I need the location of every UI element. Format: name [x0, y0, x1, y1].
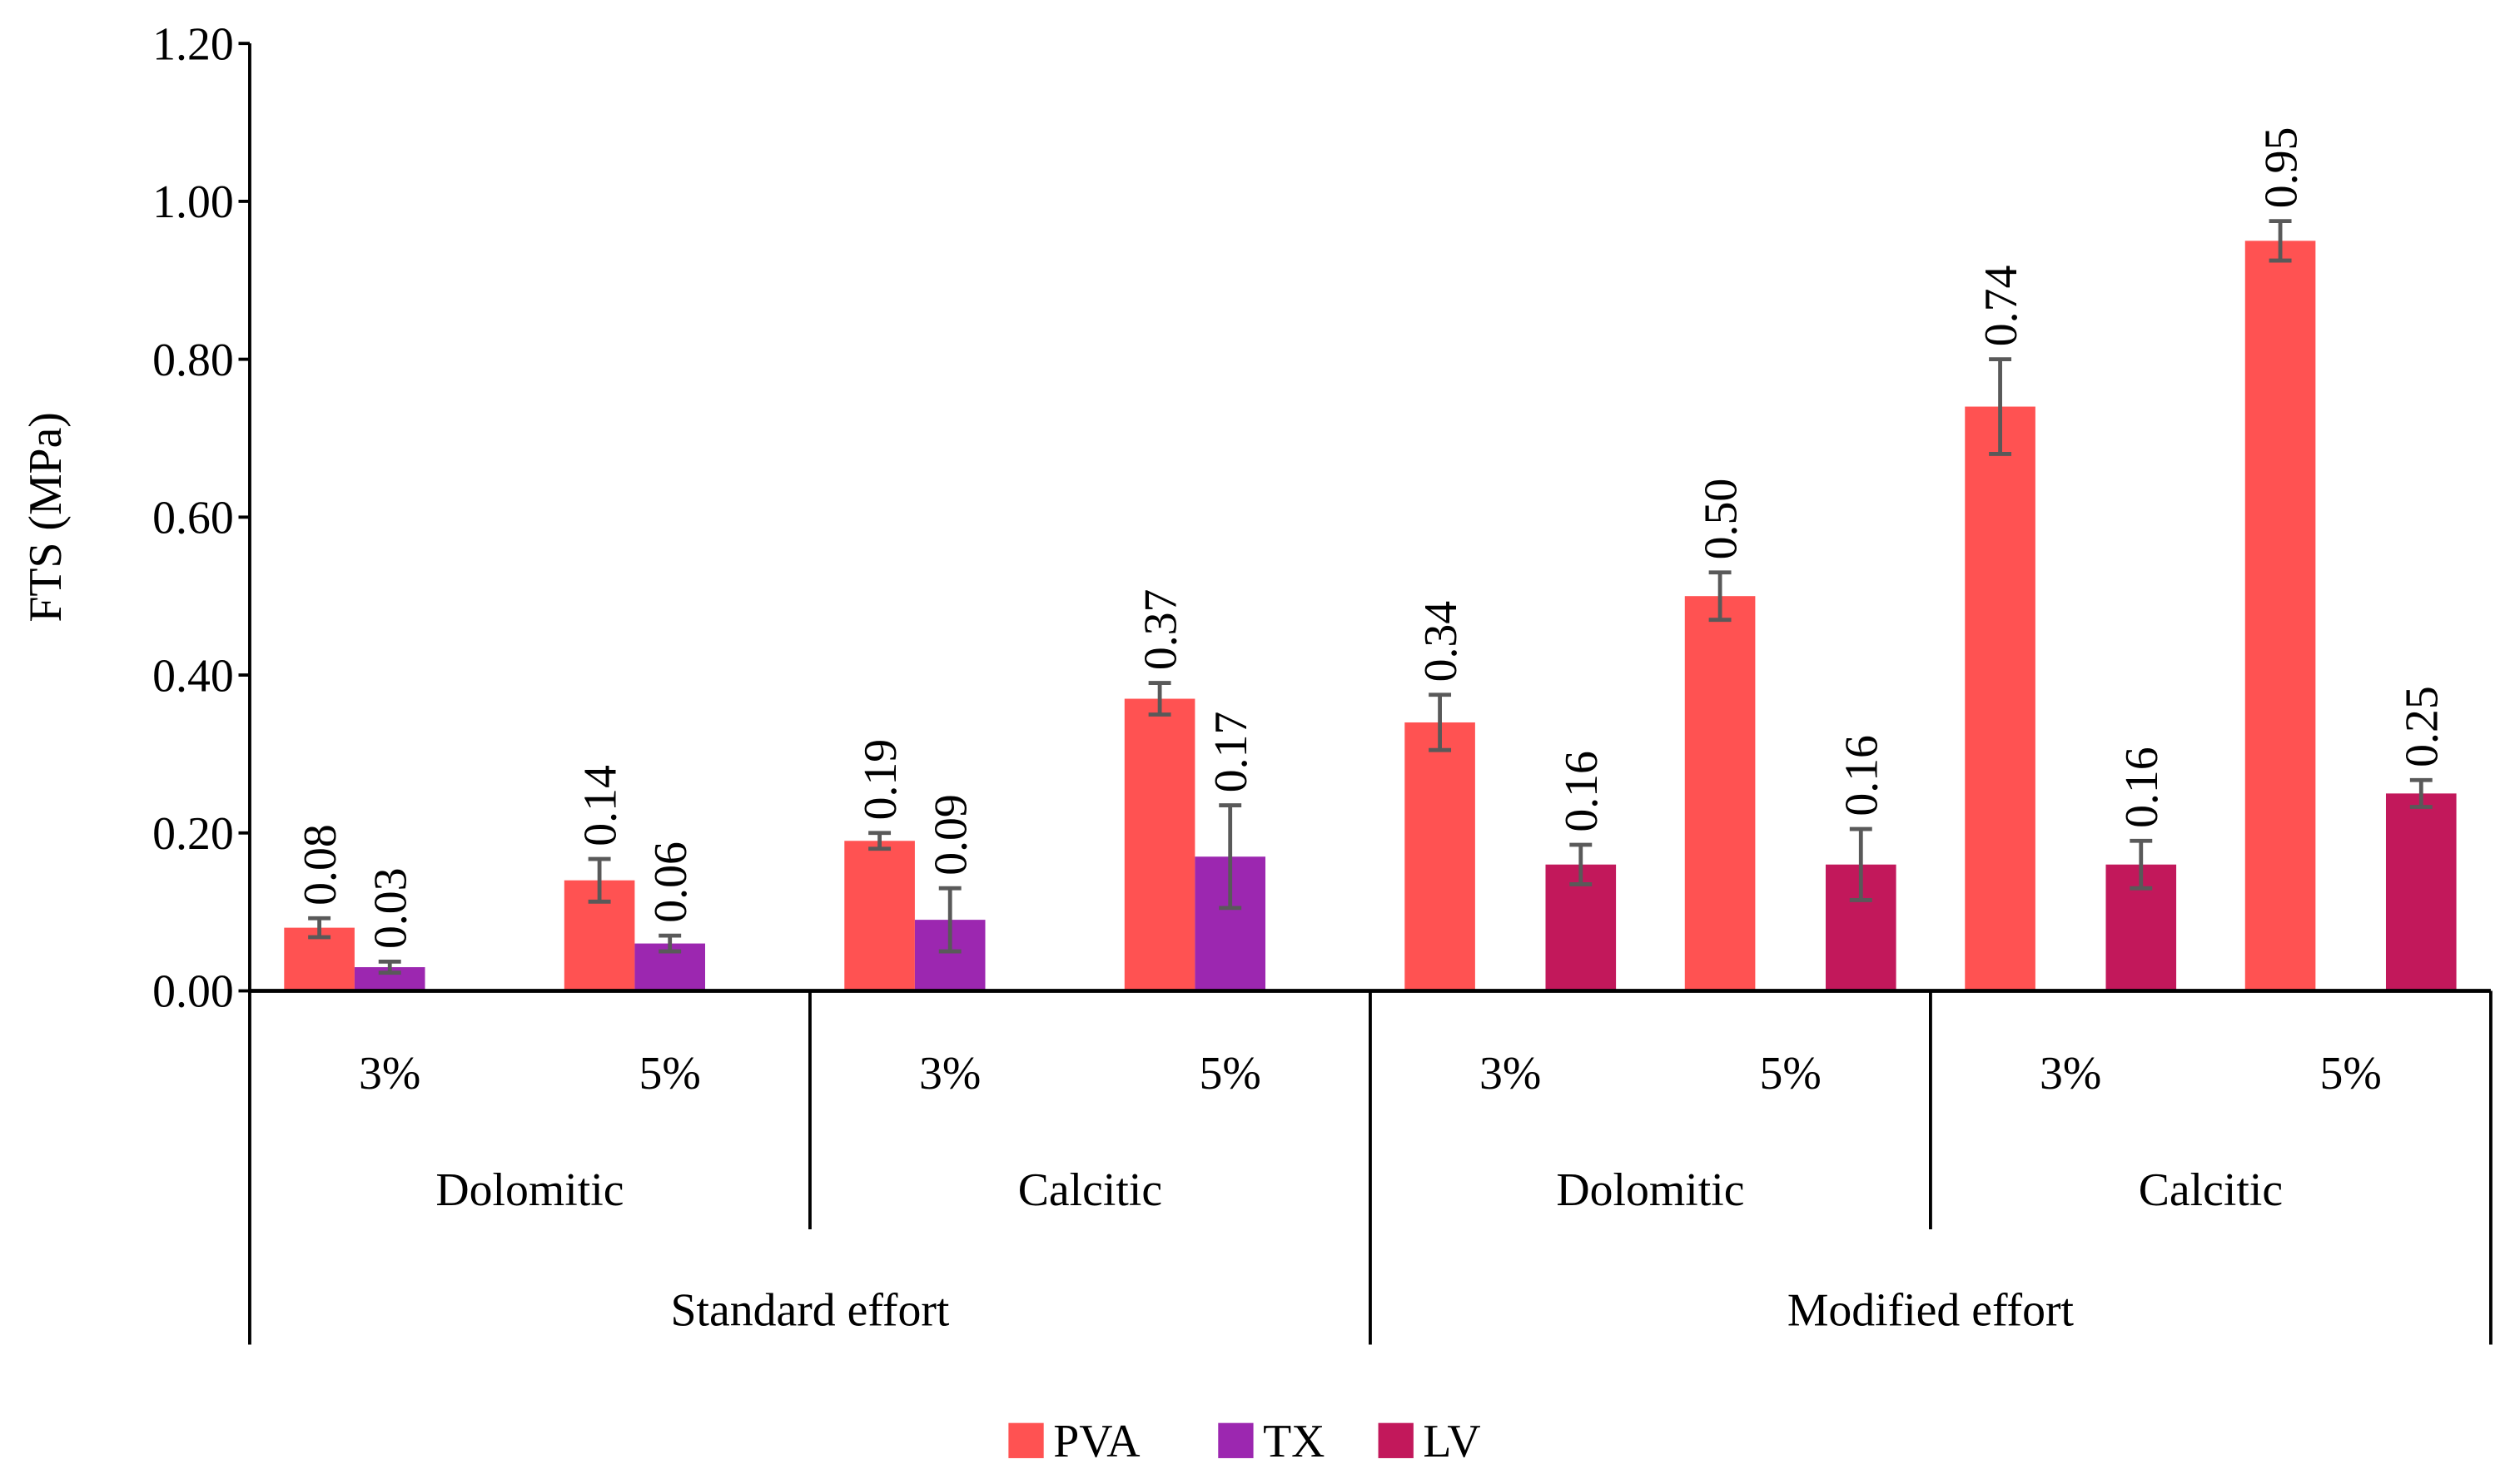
- error-bar: [1989, 357, 2012, 456]
- data-label: 0.16: [2116, 747, 2168, 828]
- legend-swatch: [1008, 1422, 1044, 1458]
- error-bar: [868, 831, 892, 851]
- x-tick-label-content: 3%: [359, 1048, 420, 1099]
- x-tick-label-effort: Modified effort: [1787, 1284, 2075, 1336]
- data-label: 0.16: [1556, 751, 1608, 832]
- data-label: 0.74: [1976, 266, 2027, 347]
- data-label: 0.34: [1415, 601, 1467, 682]
- bar-pva: [844, 841, 915, 991]
- x-tick-label-content: 5%: [2320, 1048, 2382, 1099]
- legend-item-lv: LV: [1378, 1416, 1481, 1467]
- error-bar: [378, 959, 401, 975]
- y-tick-label: 0.80: [152, 335, 234, 386]
- legend-label: PVA: [1053, 1416, 1140, 1467]
- legend: PVA TX LV: [1008, 1416, 1481, 1467]
- y-tick-label: 1.00: [152, 176, 234, 228]
- data-label: 0.50: [1695, 479, 1747, 560]
- bar-pva: [1965, 406, 2035, 991]
- y-axis-ticks: 0.00 0.20 0.40 0.60 0.80 1.00 1.20: [152, 18, 251, 1018]
- x-axis: 3% 5% 3% 5% 3% 5% 3% 5% Dolomitic Calcitic Dolomit…: [248, 989, 2493, 1345]
- legend-swatch: [1218, 1422, 1254, 1458]
- x-tick-label-effort: Standard effort: [670, 1284, 949, 1336]
- y-tick-label: 0.40: [152, 650, 234, 702]
- x-tick-label-lime: Calcitic: [1018, 1164, 1162, 1216]
- error-bar: [1148, 681, 1171, 717]
- data-label: 0.37: [1135, 589, 1186, 671]
- data-label: 0.06: [645, 841, 697, 923]
- legend-swatch: [1378, 1422, 1414, 1458]
- y-tick-label: 0.00: [152, 966, 234, 1018]
- x-tick-label-content: 3%: [1479, 1048, 1541, 1099]
- data-label: 0.09: [925, 794, 977, 876]
- x-tick-label-content: 5%: [1760, 1048, 1822, 1099]
- x-tick-label-lime: Dolomitic: [1556, 1164, 1744, 1216]
- data-label: 0.25: [2397, 686, 2448, 767]
- error-bar: [1849, 826, 1872, 902]
- data-label: 0.19: [855, 739, 907, 821]
- x-tick-label-content: 3%: [919, 1048, 981, 1099]
- data-label: 0.17: [1205, 712, 1257, 793]
- y-axis-label: FTS (MPa): [20, 412, 72, 622]
- data-label: 0.95: [2255, 127, 2307, 209]
- data-label: 0.16: [1837, 735, 1888, 816]
- x-tick-label-content: 5%: [1200, 1048, 1261, 1099]
- legend-item-pva: PVA: [1008, 1416, 1141, 1467]
- data-label: 0.08: [295, 824, 346, 906]
- x-tick-label-lime: Calcitic: [2139, 1164, 2283, 1216]
- bar-pva: [2244, 241, 2316, 991]
- legend-item-tx: TX: [1218, 1416, 1325, 1467]
- bar-pva: [1124, 698, 1195, 991]
- error-bar: [2269, 219, 2292, 263]
- error-bar: [308, 916, 331, 940]
- error-bar: [1429, 692, 1452, 752]
- data-label: 0.14: [574, 765, 626, 846]
- bar-pva: [1404, 722, 1475, 991]
- error-bar: [1569, 842, 1593, 886]
- bar-pva: [1684, 596, 1756, 991]
- x-tick-label-content: 5%: [639, 1048, 701, 1099]
- legend-label: TX: [1263, 1416, 1325, 1467]
- error-bar: [938, 886, 962, 954]
- bar-lv: [2385, 793, 2457, 991]
- bars: 0.08 0.14 0.19 0.37 0.34 0.50 0.74 0.95 0.03 0.06…: [284, 127, 2457, 991]
- error-bar: [1219, 803, 1242, 911]
- y-tick-label: 0.20: [152, 808, 234, 860]
- error-bar: [1708, 570, 1732, 623]
- x-tick-label-content: 3%: [2040, 1048, 2101, 1099]
- x-tick-label-lime: Dolomitic: [435, 1164, 624, 1216]
- data-label: 0.03: [365, 867, 416, 949]
- y-tick-label: 0.60: [152, 493, 234, 544]
- error-bar: [2409, 777, 2433, 809]
- y-tick-label: 1.20: [152, 18, 234, 70]
- legend-label: LV: [1423, 1416, 1480, 1467]
- error-bar: [659, 933, 682, 954]
- error-bar: [2130, 838, 2153, 891]
- error-bar: [588, 856, 611, 904]
